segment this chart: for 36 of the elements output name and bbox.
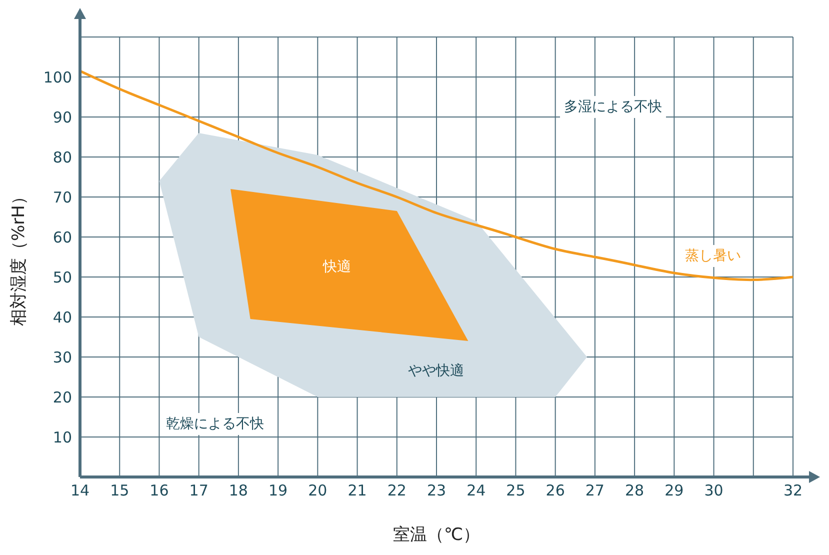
y-tick-label: 60 bbox=[52, 228, 72, 246]
x-tick-label: 28 bbox=[625, 482, 644, 500]
x-tick-label: 15 bbox=[110, 482, 130, 500]
x-axis-title: 室温（℃） bbox=[392, 525, 480, 545]
x-tick-label: 16 bbox=[150, 482, 169, 500]
line-series bbox=[80, 70, 793, 282]
y-tick-label: 80 bbox=[52, 148, 72, 166]
x-tick-label: 21 bbox=[348, 482, 367, 500]
x-tick-label: 23 bbox=[426, 482, 446, 500]
y-tick-label: 20 bbox=[52, 388, 72, 406]
x-tick-label: 25 bbox=[506, 482, 526, 500]
annotation: 快適 bbox=[322, 258, 351, 275]
x-tick-label: 18 bbox=[228, 482, 248, 500]
x-tick-label: 22 bbox=[387, 482, 406, 500]
x-tick-label: 17 bbox=[189, 482, 208, 500]
x-tick-label: 32 bbox=[783, 482, 803, 500]
y-tick-label: 100 bbox=[43, 68, 72, 86]
y-tick-label: 50 bbox=[52, 268, 72, 286]
annotation: 乾燥による不快 bbox=[166, 416, 264, 432]
x-tick-label: 26 bbox=[546, 482, 565, 500]
x-tick-label: 27 bbox=[585, 482, 604, 500]
annotation: やや快適 bbox=[408, 362, 464, 379]
x-tick-label: 20 bbox=[308, 482, 328, 500]
y-tick-label: 40 bbox=[52, 308, 72, 326]
y-tick-label: 30 bbox=[52, 348, 72, 366]
y-axis-title: 相対湿度（%rH） bbox=[9, 188, 30, 326]
y-tick-label: 90 bbox=[52, 108, 72, 126]
x-tick-label: 24 bbox=[466, 482, 486, 500]
annotation: 多湿による不快 bbox=[564, 98, 662, 115]
x-tick-label: 29 bbox=[664, 482, 684, 500]
y-tick-label: 10 bbox=[52, 428, 72, 446]
x-tick-label: 19 bbox=[268, 482, 288, 500]
x-tick-label: 14 bbox=[70, 482, 90, 500]
x-tick-label: 30 bbox=[704, 482, 724, 500]
y-tick-label: 70 bbox=[52, 188, 72, 206]
annotation: 蒸し暑い bbox=[685, 248, 741, 264]
